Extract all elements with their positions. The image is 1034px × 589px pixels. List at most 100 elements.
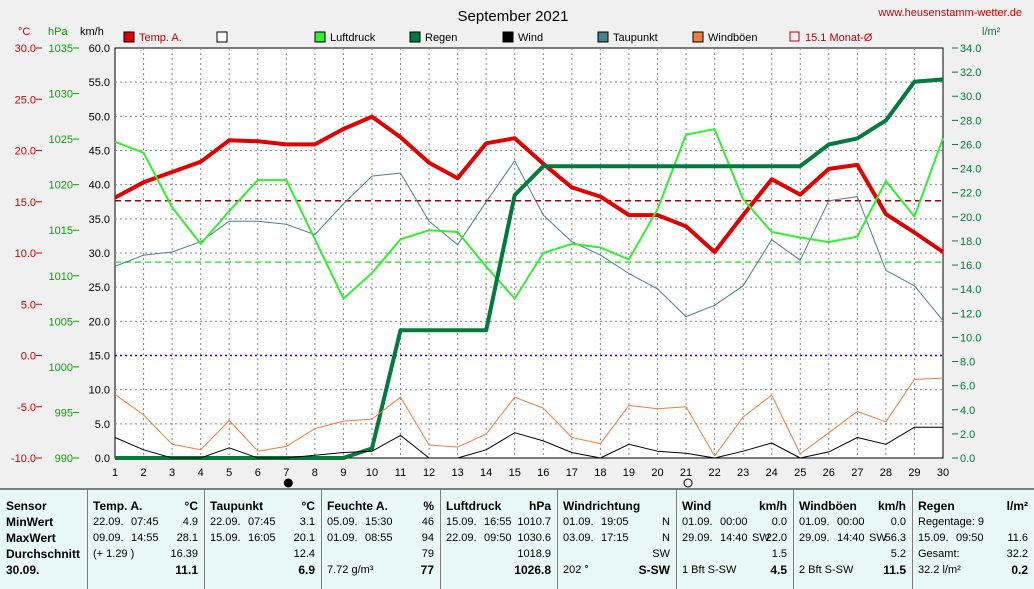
rain-tick-label: 0.0 <box>960 453 975 465</box>
pressure-tick-label: 995 <box>55 407 73 419</box>
stats-cell: 01.09. 00:00 0.0 <box>799 516 906 528</box>
x-tick-label: 2 <box>140 467 146 479</box>
x-tick-label: 20 <box>651 467 663 479</box>
wind-tick-label: 60.0 <box>89 43 110 55</box>
wind-tick-label: 45.0 <box>89 146 110 158</box>
x-tick-label: 11 <box>395 467 406 479</box>
rain-tick-label: 12.0 <box>960 308 981 320</box>
stats-cell: 15.09. 09:50 11.6 <box>918 532 1028 544</box>
wind-tick-label: 10.0 <box>89 385 110 397</box>
rain-tick-label: 34.0 <box>960 43 981 55</box>
stats-header-name: Taupunkt <box>210 499 264 513</box>
stats-cell: 29.09. 14:40 SW 22.0 <box>682 532 787 544</box>
stats-cell: 05.09. 15:30 46 <box>327 516 434 528</box>
stats-cell: 1 Bft S-SW 4.5 <box>682 563 787 577</box>
legend-swatch <box>216 31 228 43</box>
stats-header-unit: km/h <box>877 499 906 513</box>
wind-tick-label: 0.0 <box>95 453 110 465</box>
stats-col-press: Luftdruck hPa 15.09. 16:55 1010.7 22.09. 09:50… <box>440 490 558 589</box>
x-tick-label: 14 <box>480 467 492 479</box>
pressure-tick-label: 1035 <box>49 43 73 55</box>
series-line-temp-a- <box>114 114 945 254</box>
pressure-tick-label: 1025 <box>49 134 73 146</box>
stats-header-unit: °C <box>184 499 198 513</box>
rain-tick-label: 10.0 <box>960 332 981 344</box>
wind-tick-label: 20.0 <box>89 316 110 328</box>
stats-col-gust: Windböen km/h 01.09. 00:00 0.0 29.09. 14:40 SW 5… <box>793 490 913 589</box>
stats-cell: 29.09. 14:40 SW 56.3 <box>799 532 906 544</box>
x-tick-label: 10 <box>366 467 378 479</box>
rain-tick-label: 14.0 <box>960 284 981 296</box>
x-tick-label: 29 <box>908 467 920 479</box>
x-tick-label: 13 <box>451 467 463 479</box>
rain-tick-label: 24.0 <box>960 164 981 176</box>
x-tick-label: 27 <box>851 467 863 479</box>
row-label-avg: Durchschnitt <box>6 547 81 561</box>
rain-tick-label: 2.0 <box>960 429 975 441</box>
stats-cell: 7.72 g/m³ 77 <box>327 563 434 577</box>
rain-tick-label: 8.0 <box>960 357 975 369</box>
x-tick-label: 23 <box>737 467 749 479</box>
stats-cell: 15.09. 16:55 1010.7 <box>446 516 551 528</box>
wind-tick-label: 50.0 <box>89 111 110 123</box>
pressure-tick-label: 1010 <box>49 271 73 283</box>
x-tick-label: 1 <box>112 467 118 479</box>
wind-tick-label: 25.0 <box>89 282 110 294</box>
stats-col-wind: Wind km/h 01.09. 00:00 0.0 29.09. 14:40 SW 22.0 1… <box>676 490 794 589</box>
new-moon-icon <box>283 478 293 488</box>
pressure-tick-label: 1030 <box>49 89 73 101</box>
pressure-tick-label: 1005 <box>49 316 73 328</box>
x-tick-label: 30 <box>937 467 949 479</box>
stats-cell: 22.09. 07:45 4.9 <box>93 516 198 528</box>
stats-header-name: Temp. A. <box>93 499 143 513</box>
stats-cell: 01.09. 19:05 N <box>563 516 670 528</box>
wind-tick-label: 55.0 <box>89 77 110 89</box>
chart-grid <box>114 47 944 459</box>
wind-axis-unit: km/h <box>80 26 104 38</box>
temp-tick-label: 10.0 <box>15 248 36 260</box>
x-tick-label: 9 <box>340 467 346 479</box>
stats-cell: 1026.8 <box>514 563 551 577</box>
pressure-tick-label: 1015 <box>49 225 73 237</box>
legend-swatch <box>314 31 326 43</box>
pressure-tick-label: 990 <box>55 453 73 465</box>
x-tick-label: 6 <box>255 467 261 479</box>
temp-tick-label: 20.0 <box>15 146 36 158</box>
stats-cell: 01.09. 00:00 0.0 <box>682 516 787 528</box>
legend-label: Temp. A. <box>139 32 182 44</box>
legend-swatch <box>502 31 514 43</box>
stats-header-unit: l/m² <box>1006 499 1028 513</box>
stats-cell: 32.2 l/m² 0.2 <box>918 563 1028 577</box>
pressure-tick-label: 1000 <box>49 362 73 374</box>
stats-cell: 5.2 <box>890 548 906 560</box>
series-line-wind <box>114 426 943 459</box>
legend-swatch <box>597 31 609 43</box>
temp-tick-label: -10.0 <box>11 453 36 465</box>
stats-col-wdir: Windrichtung 01.09. 19:05 N 03.09. 17:15 N SW 20… <box>557 490 677 589</box>
full-moon-icon <box>683 478 693 488</box>
x-tick-label: 12 <box>423 467 435 479</box>
wind-tick-label: 5.0 <box>95 419 110 431</box>
site-url[interactable]: www.heusenstamm-wetter.de <box>877 7 1022 19</box>
legend-label: Luftdruck <box>330 32 376 44</box>
series-line-windb-en <box>114 377 944 457</box>
wind-tick-label: 35.0 <box>89 214 110 226</box>
x-tick-label: 22 <box>708 467 720 479</box>
chart-axes: 30.025.020.015.010.05.00.0-5.0-10.0 99099… <box>11 43 981 488</box>
stats-header-name: Luftdruck <box>446 499 502 513</box>
weather-chart: 30.025.020.015.010.05.00.0-5.0-10.0 99099… <box>11 7 1022 488</box>
legend-label: Regen <box>425 32 457 44</box>
pressure-axis-unit: hPa <box>48 26 68 38</box>
stats-header-name: Windrichtung <box>563 499 641 513</box>
stats-cell: 11.1 <box>175 563 198 577</box>
stats-cell: (+ 1.29 ) 16.39 <box>93 548 198 560</box>
x-tick-label: 18 <box>594 467 606 479</box>
stats-header-unit: km/h <box>758 499 787 513</box>
stats-cell: 09.09. 14:55 28.1 <box>93 532 198 544</box>
x-tick-label: 7 <box>283 467 289 479</box>
stats-col-temp: Temp. A. °C 22.09. 07:45 4.9 09.09. 14:55 28.1 (… <box>87 490 205 589</box>
temp-tick-label: -5.0 <box>17 402 36 414</box>
legend-label: Windböen <box>708 32 758 44</box>
stats-cell: 01.09. 08:55 94 <box>327 532 434 544</box>
temp-tick-label: 5.0 <box>21 299 36 311</box>
